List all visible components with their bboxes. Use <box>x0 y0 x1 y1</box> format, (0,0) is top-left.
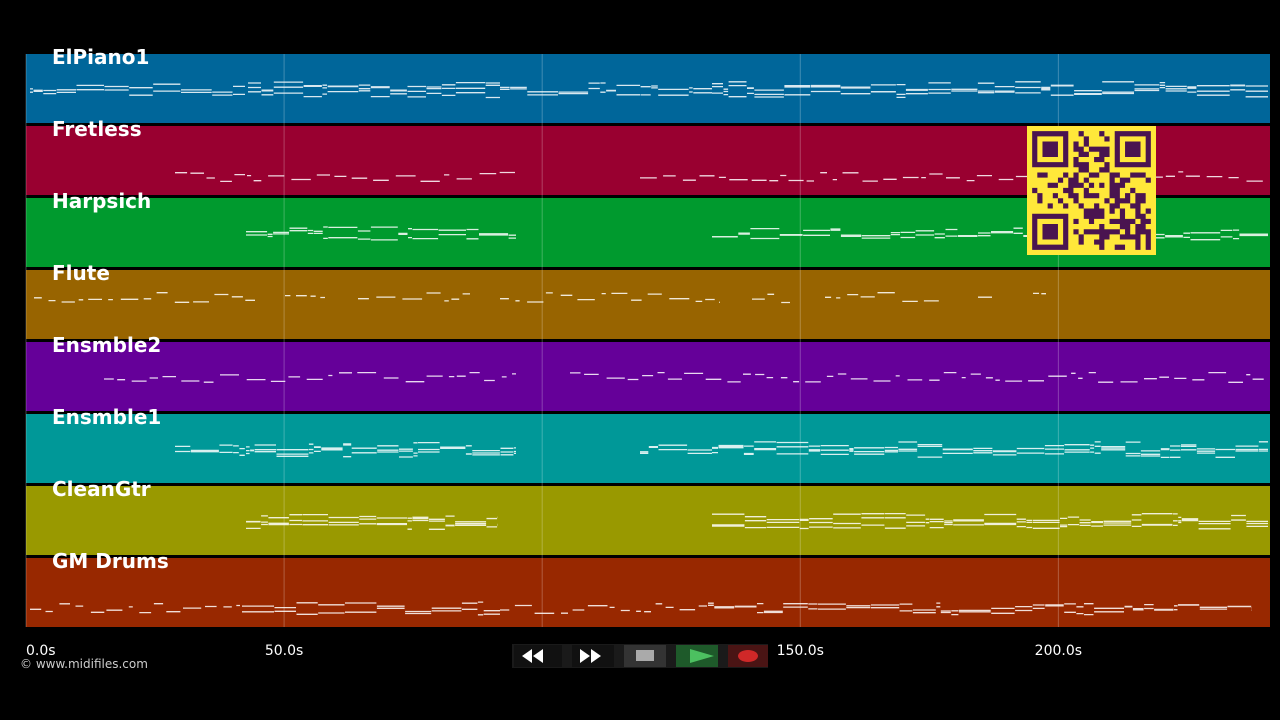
record-button[interactable] <box>728 645 768 667</box>
track-lane <box>26 270 1270 339</box>
qr-code <box>1027 126 1156 255</box>
track-name: Flute <box>52 261 110 285</box>
notes <box>30 601 1252 616</box>
time-tick-label: 200.0s <box>1035 643 1082 659</box>
track-name: Fretless <box>52 117 142 141</box>
notes <box>175 441 1268 459</box>
track-name: Ensmble1 <box>52 405 161 429</box>
notes <box>104 371 1264 383</box>
track: ElPiano1 <box>26 45 1270 123</box>
notes <box>34 292 1046 304</box>
track-name: CleanGtr <box>52 477 151 501</box>
track: GM Drums <box>26 549 1270 627</box>
stop-button[interactable] <box>624 645 666 667</box>
rewind-icon <box>522 649 543 663</box>
track: Ensmble1 <box>26 405 1270 483</box>
copyright: © www.midifiles.com <box>20 657 148 671</box>
stop-icon <box>636 650 654 661</box>
play-icon <box>690 649 714 663</box>
track-lane <box>26 486 1270 555</box>
rewind-button[interactable] <box>514 645 562 667</box>
track-name: ElPiano1 <box>52 45 149 69</box>
track-lane <box>26 342 1270 411</box>
track: Ensmble2 <box>26 333 1270 411</box>
track: Flute <box>26 261 1270 339</box>
track-name: Harpsich <box>52 189 151 213</box>
track: CleanGtr <box>26 477 1270 555</box>
track-lane <box>26 54 1270 123</box>
tracks: ElPiano1 Fretless Harpsich Flute Ensmble2 Ens… <box>26 45 1270 627</box>
ff-icon <box>580 649 601 663</box>
transport-controls <box>512 644 768 668</box>
notes <box>30 81 1268 99</box>
track-lane <box>26 414 1270 483</box>
qr-modules <box>1032 131 1151 250</box>
track-name: GM Drums <box>52 549 169 573</box>
time-tick-label: 150.0s <box>777 643 824 659</box>
track-lane <box>26 558 1270 627</box>
play-button[interactable] <box>676 645 718 667</box>
notes <box>246 512 1268 530</box>
record-icon <box>738 650 758 662</box>
time-tick-label: 50.0s <box>265 643 303 659</box>
fast-forward-button[interactable] <box>572 645 614 667</box>
track-name: Ensmble2 <box>52 333 161 357</box>
time-tick-label: 0.0s <box>26 643 56 659</box>
